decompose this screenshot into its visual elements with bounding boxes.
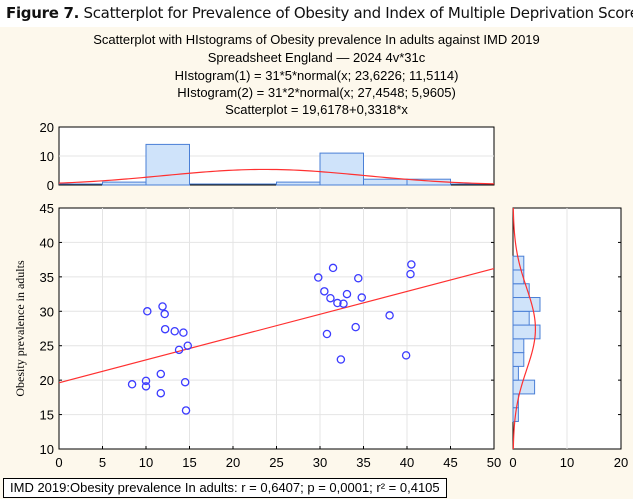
right-histogram-bar xyxy=(512,297,541,312)
figure-caption-text: Scatterplot for Prevalence of Obesity an… xyxy=(79,4,633,22)
right-hist-x-tick-label: 20 xyxy=(614,455,628,470)
data-point xyxy=(143,307,152,316)
data-point xyxy=(336,355,346,364)
data-point xyxy=(160,309,169,319)
x-tick-label: 45 xyxy=(443,455,457,470)
data-point xyxy=(160,324,170,334)
x-tick-label: 30 xyxy=(313,455,327,470)
histogram2-formula: HIstogram(2) = 31*2*normal(x; 27,4548; 5… xyxy=(177,85,456,100)
x-tick-label: 5 xyxy=(99,455,106,470)
data-point xyxy=(314,273,323,282)
data-point xyxy=(180,377,190,387)
data-point xyxy=(342,289,352,299)
data-point xyxy=(181,406,191,415)
data-point xyxy=(170,327,179,336)
right-histogram-bar xyxy=(512,338,525,354)
right-hist-x-tick-label: 0 xyxy=(509,455,516,470)
right-histogram-bar xyxy=(512,352,525,367)
data-point xyxy=(339,299,348,308)
regression-line xyxy=(58,267,495,384)
right-histogram-bar xyxy=(512,283,530,299)
y-axis-label: Obesity prevalence in adults xyxy=(13,260,27,397)
data-point xyxy=(333,298,342,308)
top-histogram-bar xyxy=(363,178,408,186)
y-tick-label: 20 xyxy=(40,373,54,388)
data-point xyxy=(179,328,188,337)
scatter-formula: Scatterplot = 19,6178+0,3318*x xyxy=(225,102,408,117)
y-tick-label: 15 xyxy=(40,408,54,423)
data-point xyxy=(158,302,167,311)
data-point xyxy=(127,380,137,389)
data-point xyxy=(357,293,367,302)
data-point xyxy=(141,376,151,386)
chart-title: Scatterplot with HIstograms of Obesity p… xyxy=(93,32,540,47)
right-normal-curve xyxy=(512,207,537,450)
data-point xyxy=(407,260,416,269)
right-histogram-bar xyxy=(512,379,536,395)
top-histogram-bar xyxy=(319,152,364,186)
y-tick-label: 40 xyxy=(40,235,54,250)
x-tick-label: 0 xyxy=(55,455,62,470)
y-tick-label: 45 xyxy=(40,201,54,216)
data-point xyxy=(156,369,166,379)
top-histogram-bar xyxy=(145,143,190,186)
chart-subtitle: Spreadsheet England — 2024 4v*31c xyxy=(207,50,426,65)
data-point xyxy=(141,382,151,391)
x-tick-label: 25 xyxy=(269,455,283,470)
x-tick-label: 40 xyxy=(400,455,414,470)
y-tick-label: 25 xyxy=(40,339,54,354)
top-hist-y-tick-label: 20 xyxy=(40,120,54,135)
right-histogram-bar xyxy=(512,365,519,381)
top-normal-curve xyxy=(58,168,495,185)
histogram1-formula: HIstogram(1) = 31*5*normal(x; 23,6226; 1… xyxy=(174,68,459,83)
x-tick-label: 10 xyxy=(139,455,153,470)
x-tick-label: 35 xyxy=(356,455,370,470)
data-point xyxy=(174,345,184,355)
figure-caption: Figure 7. Scatterplot for Prevalence of … xyxy=(6,4,633,22)
data-point xyxy=(322,329,332,339)
data-point xyxy=(401,351,411,360)
data-point xyxy=(183,341,193,350)
y-tick-label: 30 xyxy=(40,304,54,319)
x-tick-label: 50 xyxy=(487,455,501,470)
data-point xyxy=(406,269,415,279)
data-point xyxy=(326,293,335,303)
data-point xyxy=(328,263,338,273)
y-tick-label: 35 xyxy=(40,270,54,285)
x-tick-label: 20 xyxy=(226,455,240,470)
right-hist-x-tick-label: 10 xyxy=(560,455,574,470)
right-histogram-bar xyxy=(512,310,530,326)
top-hist-y-tick-label: 0 xyxy=(47,178,54,193)
x-tick-label: 15 xyxy=(182,455,196,470)
top-histogram-bar xyxy=(102,181,147,186)
data-point xyxy=(385,311,394,320)
stats-box: IMD 2019:Obesity prevalence In adults: r… xyxy=(3,478,447,498)
data-point xyxy=(156,388,166,398)
right-histogram-bar xyxy=(512,255,525,271)
top-histogram-bar xyxy=(276,181,321,186)
data-point xyxy=(320,287,329,296)
data-point xyxy=(351,322,360,332)
figure-label: Figure 7. xyxy=(6,4,80,22)
y-tick-label: 10 xyxy=(40,442,54,457)
top-hist-y-tick-label: 10 xyxy=(40,149,54,164)
data-point xyxy=(354,273,363,283)
